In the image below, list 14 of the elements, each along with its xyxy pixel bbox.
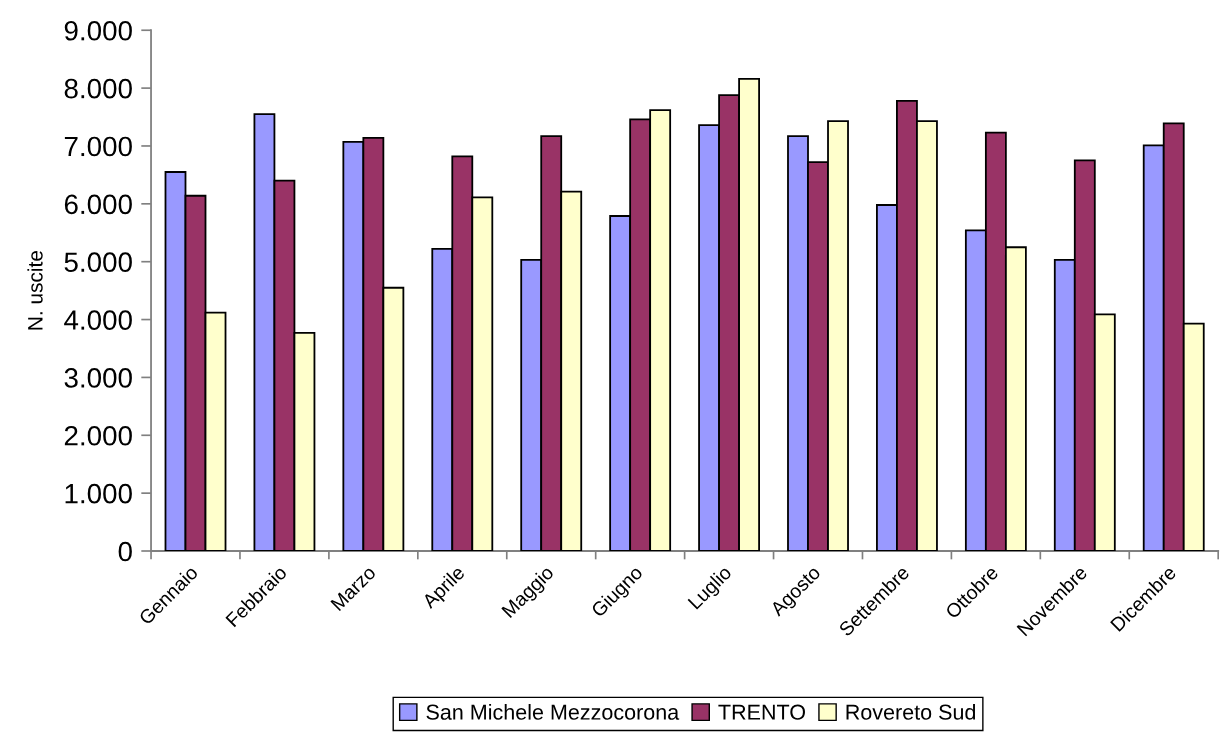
legend-label: TRENTO <box>718 704 805 720</box>
y-tick-label: 8.000 <box>64 78 132 99</box>
y-tick-label: 7.000 <box>64 136 132 157</box>
legend-label: Rovereto Sud <box>846 703 976 720</box>
y-tick-label: 9.000 <box>64 20 132 41</box>
y-tick-label: 0 <box>118 541 132 562</box>
y-tick-label: 1.000 <box>65 483 132 504</box>
y-tick-label: 5.000 <box>64 252 132 273</box>
y-tick-label: 3.000 <box>64 368 132 388</box>
y-tick-label: 2.000 <box>64 425 132 446</box>
legend-label: San Michele Mezzocorona <box>426 703 680 720</box>
y-tick-label: 4.000 <box>64 310 132 330</box>
y-tick-label: 6.000 <box>64 194 132 215</box>
y-axis-title: N. uscite <box>27 251 43 330</box>
